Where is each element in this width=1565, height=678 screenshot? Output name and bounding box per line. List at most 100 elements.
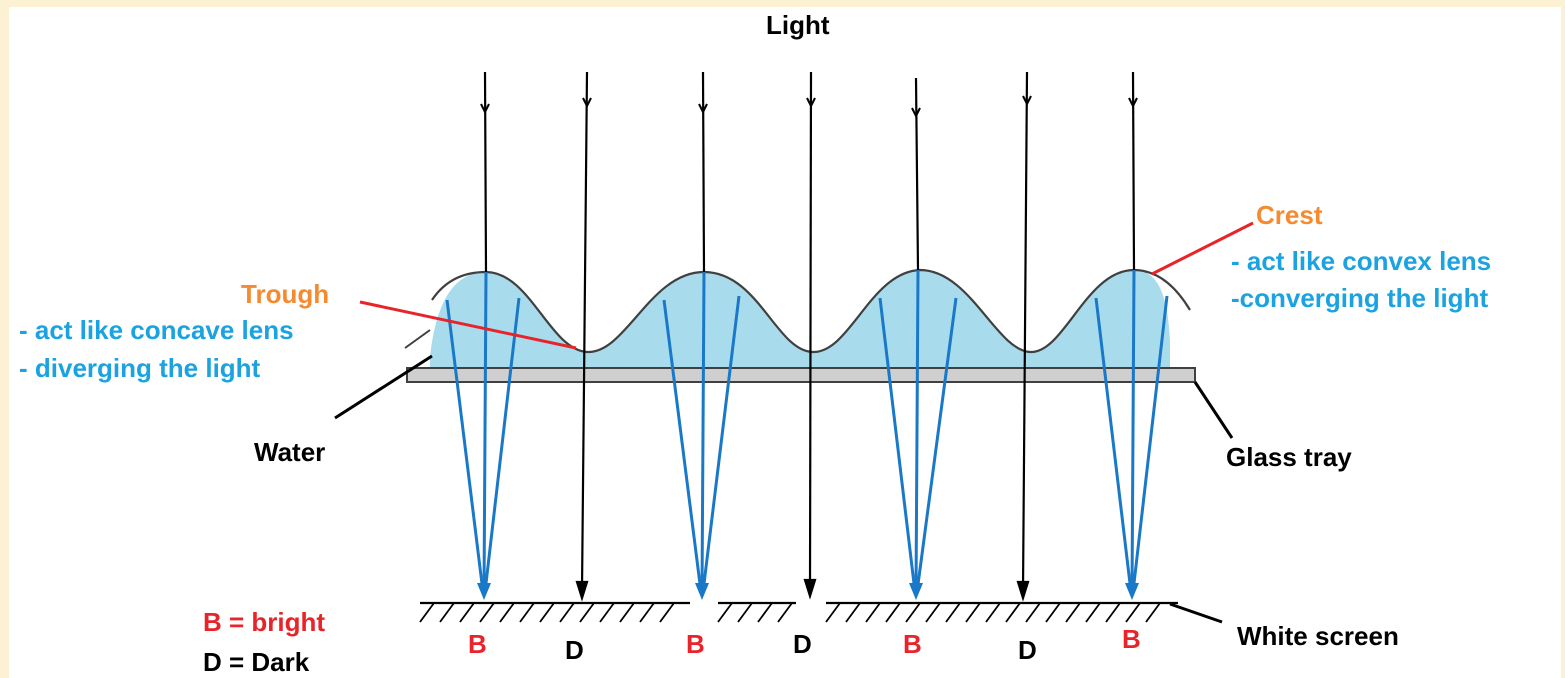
ray-trough-1-arrowhead	[575, 580, 589, 602]
screen-hatch-stroke	[439, 602, 455, 623]
screen-hatch-stroke	[619, 602, 635, 623]
blue-ray	[700, 271, 706, 593]
tick-7	[1128, 97, 1138, 109]
screen-mark-d3: D	[1018, 635, 1037, 665]
glass-tray-pointer-line	[1193, 381, 1234, 439]
blue-ray	[445, 299, 485, 593]
tick-3	[698, 103, 708, 115]
converging-group-3	[878, 269, 958, 593]
screen-hatch-stroke	[1025, 602, 1041, 623]
trough-note-line-1: - act like concave lens	[19, 315, 294, 345]
water-pointer-line	[334, 354, 433, 420]
screen-hatch-stroke	[885, 602, 901, 623]
tick-1	[480, 103, 490, 115]
blue-arrowhead	[477, 583, 491, 600]
blue-ray	[701, 295, 741, 593]
screen-hatch-stroke	[1045, 602, 1061, 623]
glass-tray-label: Glass tray	[1226, 442, 1352, 472]
blue-ray	[482, 271, 488, 593]
converging-group-4	[1094, 269, 1169, 593]
ray-crest-4	[1131, 71, 1136, 271]
incident-rays-trough	[575, 71, 1030, 602]
screen-hatch-stroke	[599, 602, 615, 623]
screen-hatch-stroke	[985, 602, 1001, 623]
screen-hatch-stroke	[1065, 602, 1081, 623]
screen-hatch-stroke	[925, 602, 941, 623]
converging-rays	[445, 269, 1169, 593]
water-surface-curve	[431, 268, 1191, 354]
trough-label: Trough	[241, 279, 330, 309]
ray-trough-3	[1021, 71, 1029, 591]
blue-ray	[878, 297, 917, 593]
screen-hatch-stroke	[1005, 602, 1021, 623]
blue-arrowhead	[1125, 583, 1139, 600]
blue-ray	[914, 269, 920, 593]
screen-hatch-stroke	[479, 602, 495, 623]
ray-crest-3	[914, 77, 920, 271]
screen-mark-b1: B	[468, 629, 487, 659]
tick-4	[806, 97, 816, 109]
converging-group-2	[662, 271, 741, 593]
screen-hatch-stroke	[419, 602, 435, 623]
screen-hatch-stroke	[865, 602, 881, 623]
screen-hatch-stroke	[825, 602, 841, 623]
white-screen-hatching	[419, 602, 1161, 623]
blue-ray	[662, 299, 703, 593]
screen-hatch-stroke	[757, 602, 773, 623]
screen-mark-b4: B	[1122, 624, 1141, 654]
trough-note-line-2: - diverging the light	[19, 353, 261, 383]
diagram-title: Light	[766, 10, 830, 40]
screen-hatch-stroke	[1085, 602, 1101, 623]
ray-trough-2	[808, 71, 813, 589]
water-body	[430, 270, 1170, 368]
blue-ray	[915, 297, 958, 593]
ray-crest-2	[701, 71, 706, 273]
screen-mark-d1: D	[565, 635, 584, 665]
screen-mark-b3: B	[903, 629, 922, 659]
screen-hatch-stroke	[845, 602, 861, 623]
screen-hatch-stroke	[539, 602, 555, 623]
water-label: Water	[254, 437, 326, 467]
screen-hatch-stroke	[717, 602, 733, 623]
screen-hatch-stroke	[965, 602, 981, 623]
water-edge-left	[404, 329, 431, 349]
screen-mark-b2: B	[686, 629, 705, 659]
glass-tray-plate	[406, 367, 1196, 383]
trough-pointer-line	[359, 300, 577, 350]
screen-hatch-stroke	[1145, 602, 1161, 623]
screen-hatch-stroke	[659, 602, 675, 623]
blue-arrowhead	[909, 583, 923, 600]
blue-ray	[483, 297, 521, 593]
converging-group-1	[445, 271, 521, 593]
tick-5	[911, 107, 921, 119]
crest-pointer-line	[1151, 221, 1254, 276]
screen-hatch-stroke	[579, 602, 595, 623]
ray-trough-2-arrowhead	[803, 578, 817, 600]
screen-hatch-stroke	[1125, 602, 1141, 623]
converging-arrowheads	[477, 583, 1139, 600]
white-screen-pointer-line	[1169, 602, 1223, 624]
screen-hatch-stroke	[499, 602, 515, 623]
legend-bright: B = bright	[203, 607, 326, 637]
ray-trough-1	[580, 71, 589, 591]
tick-2	[582, 97, 592, 109]
blue-ray	[1131, 295, 1169, 593]
blue-ray	[1130, 269, 1136, 593]
screen-hatch-stroke	[459, 602, 475, 623]
ray-trough-3-arrowhead	[1016, 580, 1030, 602]
screen-hatch-stroke	[945, 602, 961, 623]
screen-hatch-stroke	[737, 602, 753, 623]
screen-hatch-stroke	[905, 602, 921, 623]
blue-arrowhead	[695, 583, 709, 600]
crest-note-line-2: -converging the light	[1231, 283, 1489, 313]
crest-note-line-1: - act like convex lens	[1231, 246, 1492, 276]
blue-ray	[1094, 297, 1133, 593]
crest-label: Crest	[1256, 200, 1323, 230]
screen-hatch-stroke	[639, 602, 655, 623]
white-screen-label: White screen	[1237, 621, 1399, 651]
screen-hatch-stroke	[1105, 602, 1121, 623]
screen-mark-d2: D	[793, 629, 812, 659]
screen-hatch-stroke	[519, 602, 535, 623]
diagram-canvas: Light Crest - act like convex lens -conv…	[9, 7, 1561, 678]
